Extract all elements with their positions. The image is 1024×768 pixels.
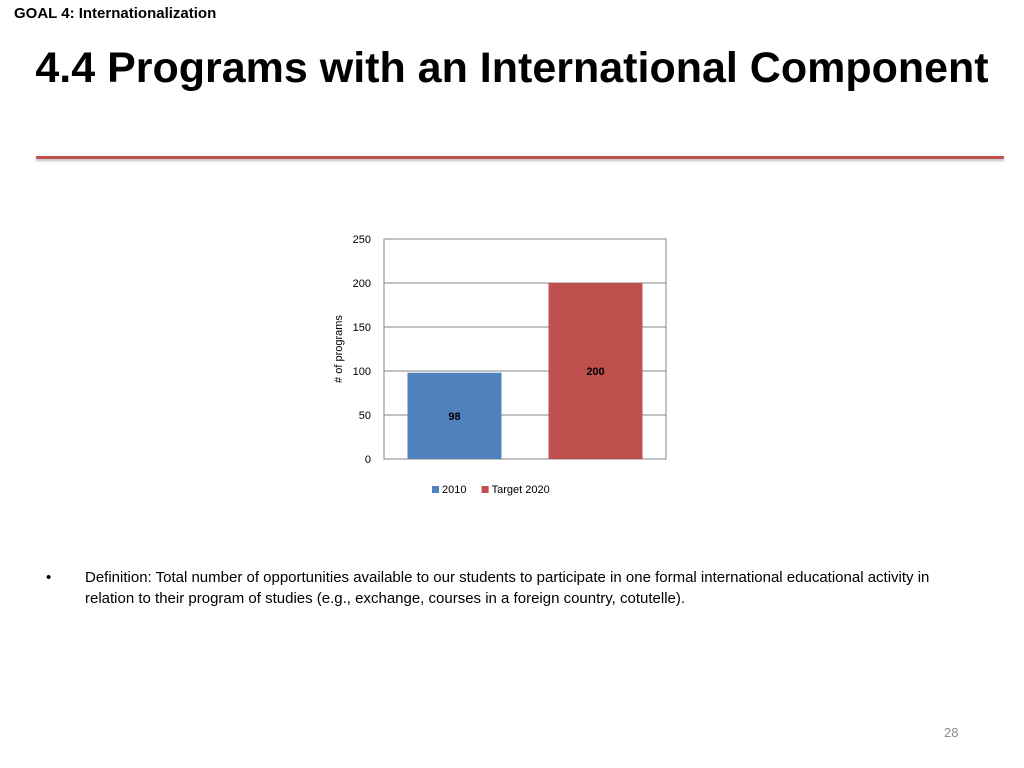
y-tick-label: 250	[353, 234, 371, 246]
title-divider	[36, 156, 1004, 159]
page-number: 28	[944, 725, 959, 740]
goal-label: GOAL 4: Internationalization	[14, 5, 217, 22]
plot-area-border	[383, 238, 667, 460]
legend-label: 2010	[442, 484, 466, 496]
legend-swatch	[481, 486, 489, 493]
y-tick-label: 50	[359, 410, 371, 422]
y-tick-label: 100	[353, 366, 371, 378]
legend-label: Target 2020	[492, 484, 550, 496]
data-label: 98	[448, 411, 460, 423]
y-axis-title: # of programs	[333, 315, 345, 383]
y-tick-label: 200	[353, 278, 371, 290]
bar-chart: 0 50 100 150 200 250 # of programs 98 200 2010 Tar…	[333, 234, 667, 496]
data-label: 200	[586, 366, 604, 378]
bar-2010	[407, 372, 502, 459]
legend-swatch	[432, 486, 439, 493]
y-tick-label: 0	[365, 454, 371, 466]
slide-title: 4.4 Programs with an International Compo…	[35, 44, 989, 92]
definition-text: Definition: Total number of opportunitie…	[85, 569, 930, 607]
bar-target-2020	[548, 283, 643, 459]
bullet-marker: •	[46, 569, 52, 586]
y-tick-label: 150	[353, 322, 371, 334]
